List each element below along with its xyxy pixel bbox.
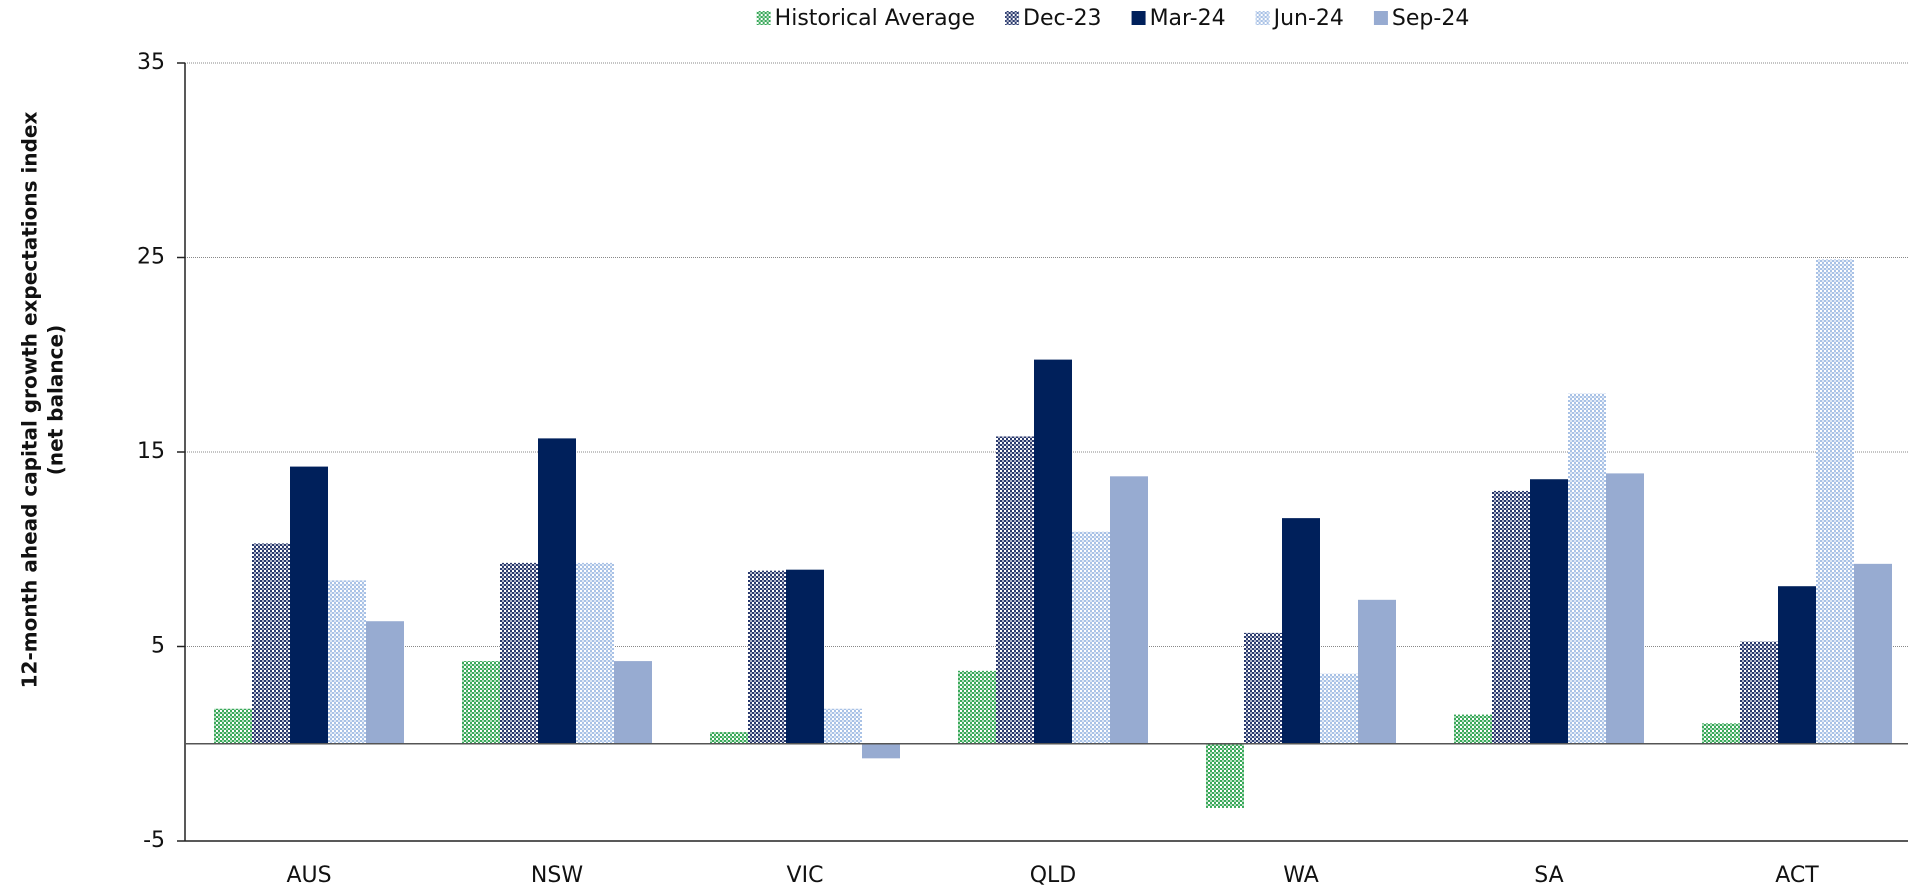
bar	[1358, 599, 1396, 744]
y-tick-label: 5	[151, 634, 165, 659]
bar	[614, 661, 652, 744]
bar	[1206, 743, 1244, 808]
y-axis-title: 12-month ahead capital growth expectatio…	[18, 112, 68, 689]
bar	[1492, 490, 1530, 744]
bar	[1702, 723, 1740, 744]
bar	[1282, 518, 1320, 744]
bar	[328, 580, 366, 744]
bar	[1606, 473, 1644, 744]
bar	[1854, 563, 1892, 744]
bar	[1778, 586, 1816, 744]
bar	[824, 708, 862, 744]
y-tick-label: -5	[143, 828, 165, 853]
x-tick-label: SA	[1534, 863, 1563, 888]
legend: Historical Average Dec-23 Mar-24 Jun-24 Sep-…	[756, 6, 1469, 31]
bar	[996, 436, 1034, 744]
bar	[366, 621, 404, 744]
legend-label: Historical Average	[775, 6, 975, 31]
y-tick-label: 25	[137, 245, 165, 270]
bar	[500, 562, 538, 744]
legend-swatch	[1255, 11, 1270, 25]
bar	[748, 570, 786, 744]
bar	[862, 743, 900, 759]
legend-swatch	[756, 11, 771, 25]
legend-label: Mar-24	[1150, 6, 1226, 31]
bar	[1530, 479, 1568, 744]
x-tick-label: WA	[1283, 863, 1319, 888]
bar	[710, 732, 748, 744]
bar	[1110, 476, 1148, 744]
y-tick-label: 15	[137, 439, 165, 464]
bar	[462, 661, 500, 744]
bar	[1568, 393, 1606, 744]
y-axis-title-line: 12-month ahead capital growth expectatio…	[18, 112, 42, 689]
bar	[214, 708, 252, 744]
bar	[1454, 714, 1492, 744]
x-tick-label: QLD	[1030, 863, 1077, 888]
legend-swatch	[1005, 11, 1020, 25]
bar	[958, 670, 996, 744]
y-axis-title-line: (net balance)	[44, 325, 68, 475]
bar	[786, 569, 824, 744]
legend-label: Dec-23	[1023, 6, 1102, 31]
bar	[1740, 641, 1778, 744]
bar	[1244, 632, 1282, 744]
x-tick-label: ACT	[1775, 863, 1819, 888]
x-tick-label: AUS	[286, 863, 331, 888]
bar	[1034, 359, 1072, 744]
x-tick-label: NSW	[531, 863, 583, 888]
legend-label: Sep-24	[1392, 6, 1469, 31]
x-tick-label: VIC	[787, 863, 824, 888]
y-tick-label: 35	[137, 50, 165, 75]
legend-label: Jun-24	[1272, 6, 1344, 31]
bar	[1320, 673, 1358, 744]
bar	[290, 466, 328, 744]
legend-swatch	[1131, 11, 1146, 25]
bar	[1072, 531, 1110, 744]
legend-swatch	[1373, 11, 1388, 25]
bar	[1816, 259, 1854, 744]
bar	[252, 543, 290, 744]
bar	[576, 562, 614, 744]
bar	[538, 438, 576, 744]
